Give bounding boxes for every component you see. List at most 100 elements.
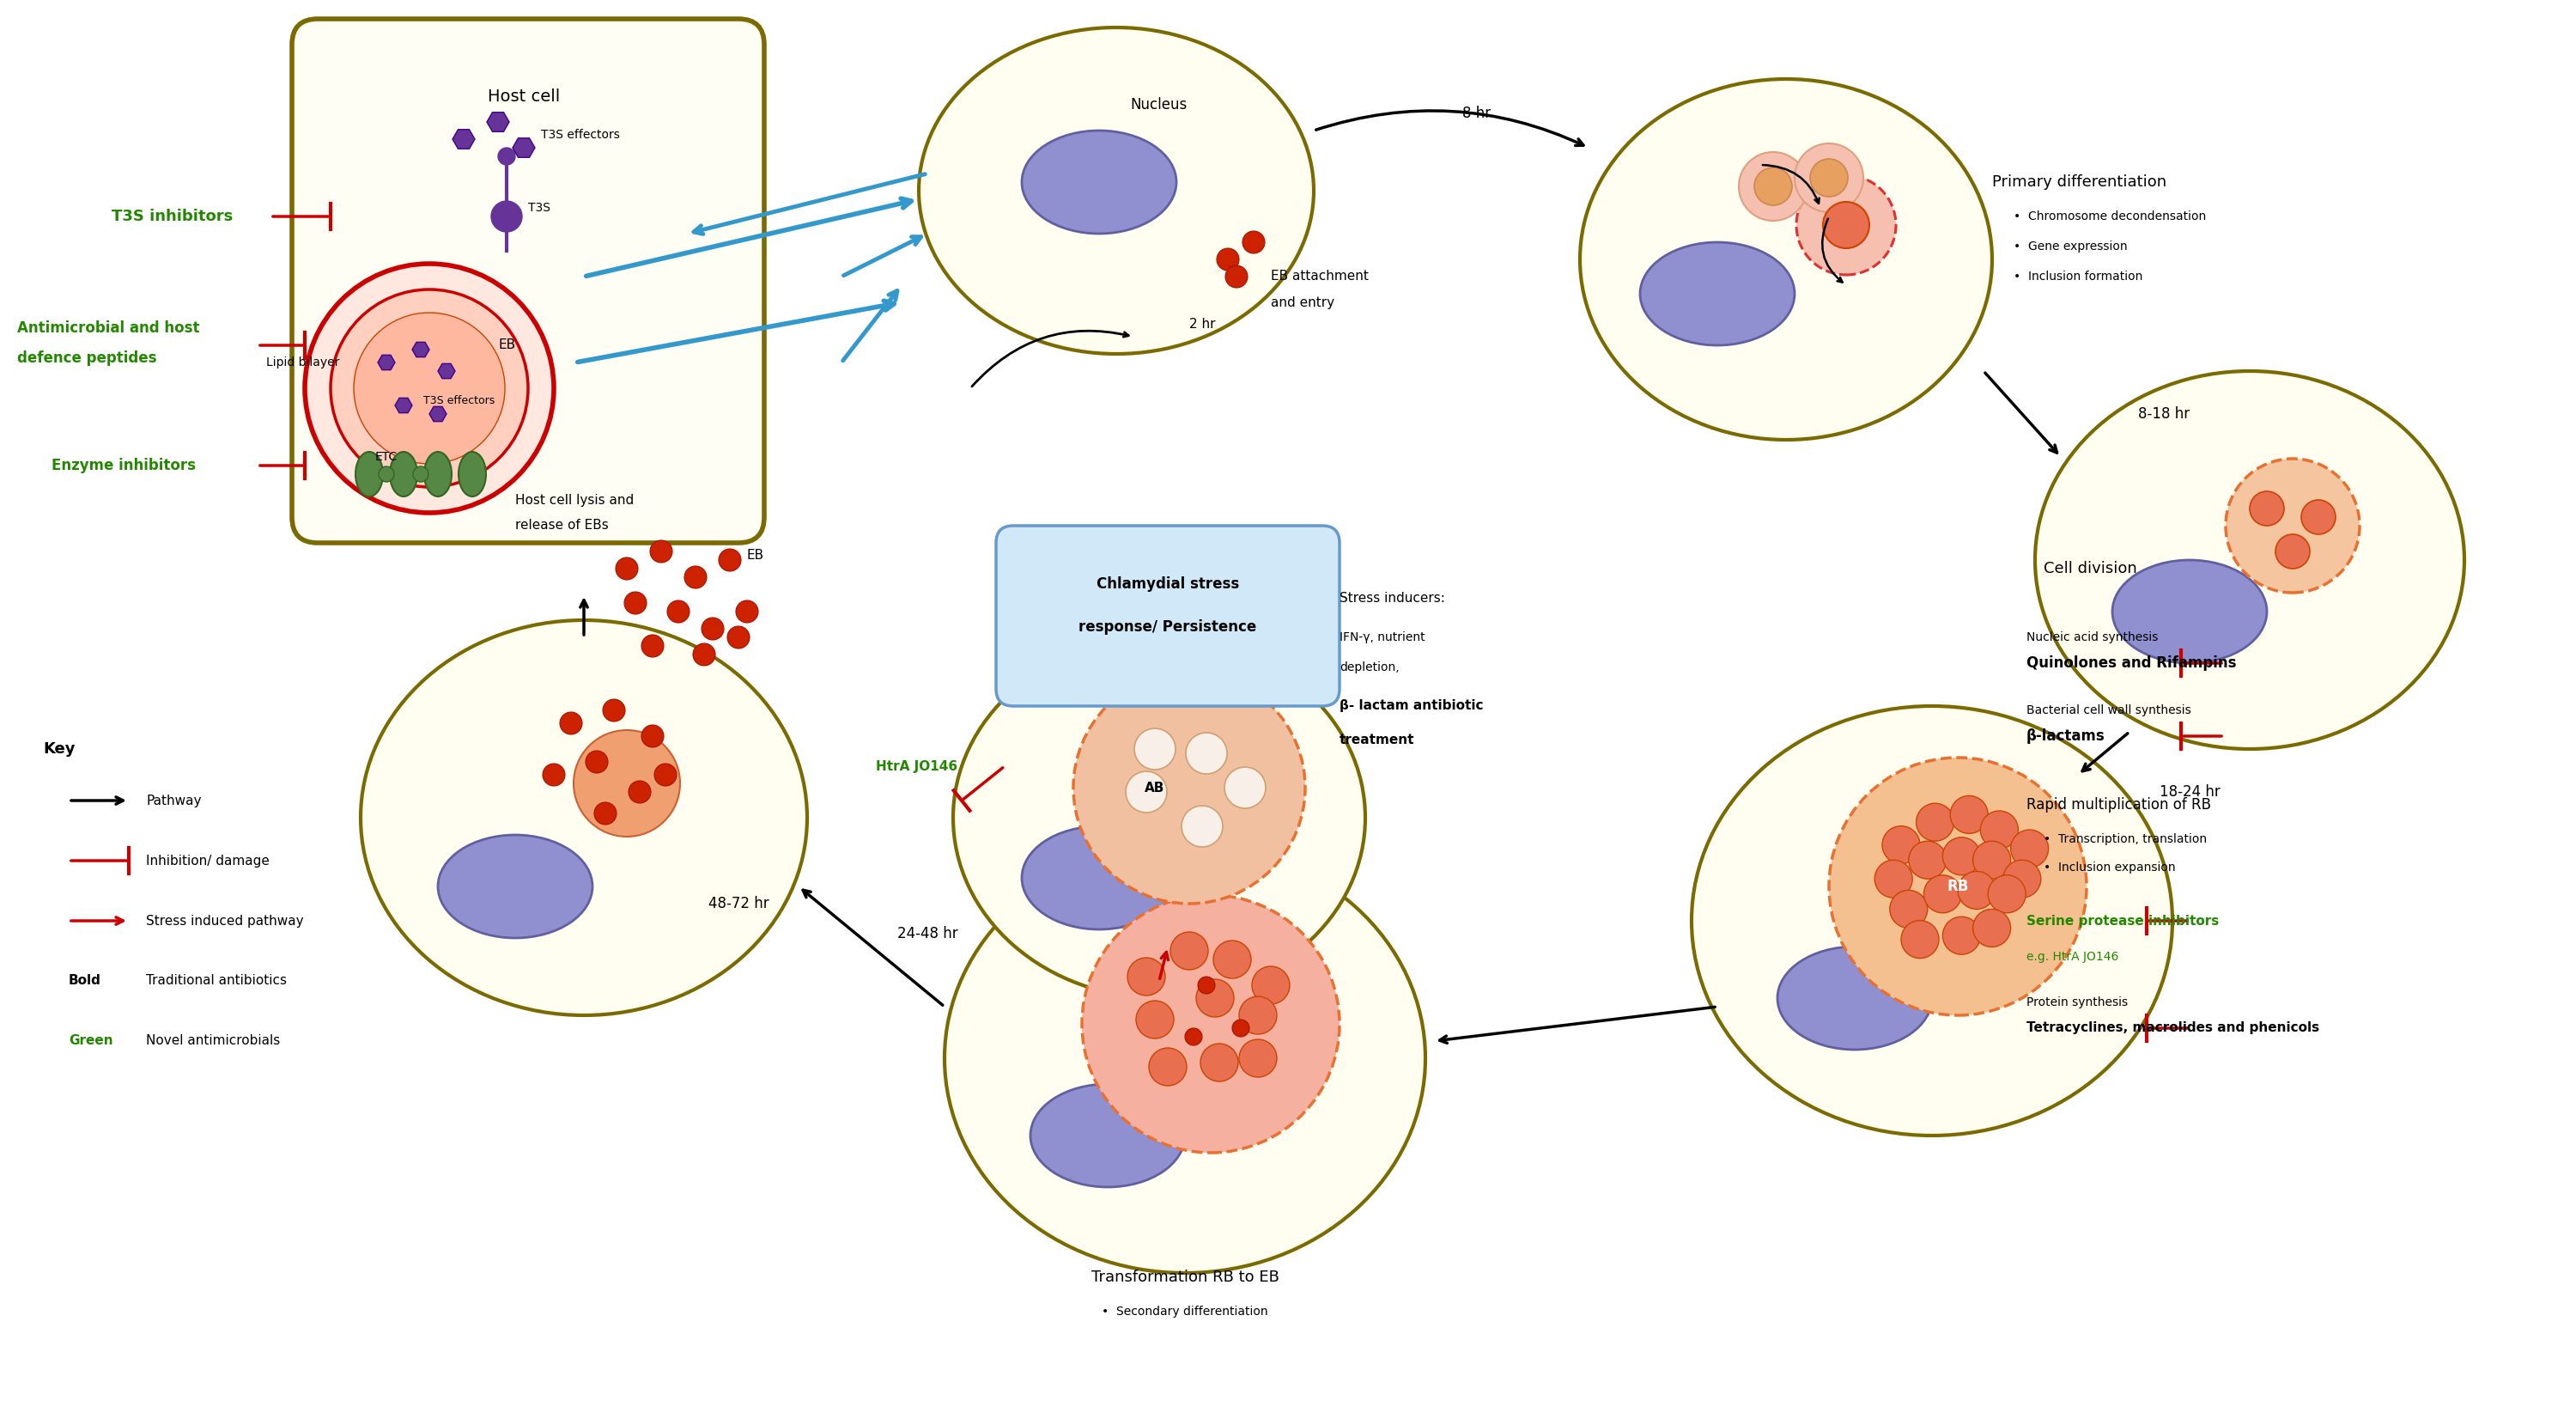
Circle shape [1973, 841, 2012, 878]
Circle shape [1182, 806, 1224, 847]
Circle shape [654, 763, 677, 786]
Circle shape [1185, 1029, 1203, 1046]
Text: RB: RB [1947, 878, 1968, 894]
Circle shape [544, 763, 564, 786]
Polygon shape [513, 138, 536, 158]
Circle shape [1224, 768, 1265, 809]
Circle shape [623, 592, 647, 614]
Circle shape [1136, 1000, 1175, 1039]
Circle shape [1252, 966, 1291, 1005]
Text: 48-72 hr: 48-72 hr [708, 895, 768, 911]
Text: Novel antimicrobials: Novel antimicrobials [147, 1034, 281, 1047]
Text: T3S effectors: T3S effectors [541, 129, 621, 140]
Circle shape [1149, 1047, 1188, 1086]
Circle shape [1739, 152, 1808, 221]
Circle shape [1195, 979, 1234, 1017]
Text: Traditional antibiotics: Traditional antibiotics [147, 975, 286, 988]
Circle shape [1242, 231, 1265, 254]
Circle shape [330, 289, 528, 487]
Circle shape [1216, 248, 1239, 271]
Circle shape [1754, 167, 1793, 206]
Text: 24-48 hr: 24-48 hr [896, 927, 958, 941]
Circle shape [1942, 837, 1981, 876]
Circle shape [585, 751, 608, 773]
Circle shape [1829, 758, 2087, 1015]
Circle shape [1917, 803, 1955, 841]
Ellipse shape [425, 451, 451, 497]
Circle shape [603, 700, 626, 721]
Circle shape [1213, 941, 1252, 978]
Text: •  Gene expression: • Gene expression [2014, 240, 2128, 253]
Text: Bacterial cell wall synthesis: Bacterial cell wall synthesis [2027, 704, 2192, 717]
Circle shape [1942, 917, 1981, 955]
Polygon shape [412, 342, 430, 358]
Circle shape [1200, 1043, 1239, 1081]
Text: •  Inclusion expansion: • Inclusion expansion [2043, 861, 2177, 874]
Text: Lipid bilayer: Lipid bilayer [265, 356, 340, 369]
Ellipse shape [1641, 243, 1795, 345]
Ellipse shape [2112, 561, 2267, 663]
Text: T3S inhibitors: T3S inhibitors [111, 209, 232, 224]
Text: Host cell lysis and: Host cell lysis and [515, 494, 634, 507]
Circle shape [1082, 895, 1340, 1152]
Text: •  Chromosome decondensation: • Chromosome decondensation [2014, 210, 2205, 223]
Text: Bold: Bold [70, 975, 100, 988]
Polygon shape [438, 363, 456, 379]
Circle shape [1958, 871, 1996, 910]
Circle shape [595, 802, 616, 824]
Text: Protein synthesis: Protein synthesis [2027, 996, 2128, 1009]
Circle shape [497, 148, 515, 165]
Text: depletion,: depletion, [1340, 661, 1399, 674]
Text: Stress induced pathway: Stress induced pathway [147, 914, 304, 927]
Circle shape [616, 558, 639, 580]
Text: Quinolones and Rifampins: Quinolones and Rifampins [2027, 656, 2236, 671]
Circle shape [2004, 860, 2040, 898]
Ellipse shape [1777, 946, 1932, 1050]
Circle shape [1133, 728, 1175, 769]
Text: HtrA JO146: HtrA JO146 [876, 759, 958, 772]
Text: treatment: treatment [1340, 734, 1414, 746]
Circle shape [2275, 535, 2311, 569]
Text: Cell division: Cell division [2043, 561, 2138, 576]
Text: T3S: T3S [528, 201, 551, 214]
Circle shape [641, 725, 665, 748]
Circle shape [1824, 201, 1870, 248]
Circle shape [1795, 143, 1862, 213]
Text: AB: AB [1144, 782, 1164, 795]
Ellipse shape [1579, 79, 1991, 440]
Text: defence peptides: defence peptides [18, 350, 157, 366]
Text: and entry: and entry [1270, 297, 1334, 309]
Text: 8 hr: 8 hr [1463, 105, 1492, 121]
Circle shape [701, 617, 724, 640]
FancyBboxPatch shape [291, 18, 765, 543]
Circle shape [1875, 860, 1911, 898]
Ellipse shape [945, 843, 1425, 1273]
Circle shape [2012, 830, 2048, 867]
Ellipse shape [459, 451, 487, 497]
Text: •  Secondary differentiation: • Secondary differentiation [1103, 1305, 1267, 1318]
Circle shape [1185, 732, 1226, 773]
Circle shape [1239, 1039, 1278, 1077]
Circle shape [667, 600, 690, 623]
Text: T3S effectors: T3S effectors [422, 396, 495, 407]
Ellipse shape [953, 637, 1365, 998]
Text: Enzyme inhibitors: Enzyme inhibitors [52, 458, 196, 474]
Ellipse shape [2035, 372, 2465, 749]
Text: EB attachment: EB attachment [1270, 270, 1368, 282]
Circle shape [1198, 976, 1216, 993]
Circle shape [1924, 876, 1960, 912]
Text: Primary differentiation: Primary differentiation [1991, 175, 2166, 190]
Text: IFN-γ, nutrient: IFN-γ, nutrient [1340, 631, 1425, 643]
Text: e.g. HtrA JO146: e.g. HtrA JO146 [2027, 951, 2117, 964]
Circle shape [719, 549, 742, 572]
Circle shape [559, 712, 582, 735]
Text: Nucleic acid synthesis: Nucleic acid synthesis [2027, 631, 2159, 643]
Text: •  Transcription, translation: • Transcription, translation [2043, 833, 2208, 846]
Polygon shape [430, 407, 446, 421]
Text: Chlamydial stress: Chlamydial stress [1097, 576, 1239, 592]
Circle shape [1981, 810, 2017, 849]
Ellipse shape [389, 451, 417, 497]
Text: Serine protease inhibitors: Serine protease inhibitors [2027, 914, 2218, 927]
Text: Stress inducers:: Stress inducers: [1340, 592, 1445, 604]
Circle shape [1950, 796, 1989, 833]
